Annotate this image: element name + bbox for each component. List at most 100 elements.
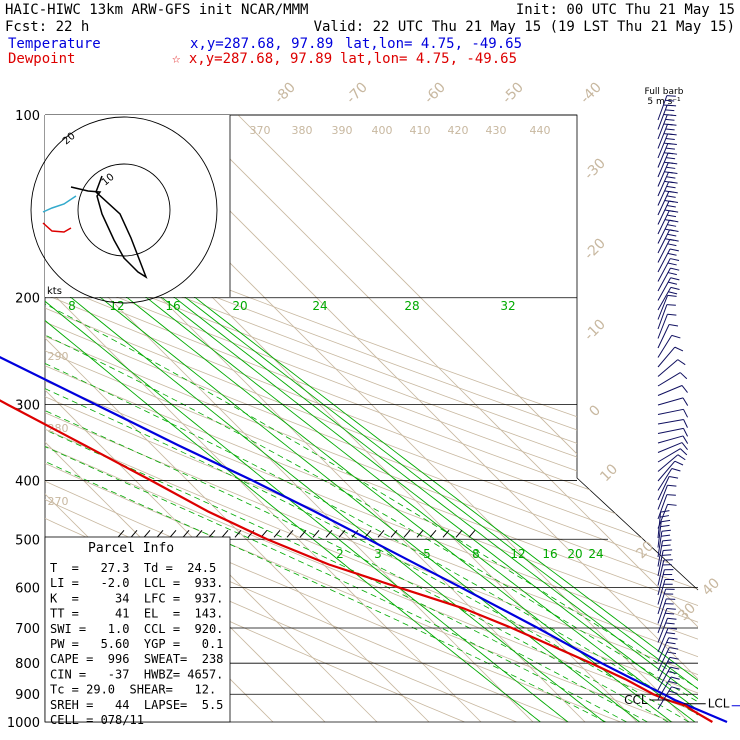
wind-barb-feather bbox=[668, 171, 678, 175]
wind-barb bbox=[657, 114, 668, 140]
pressure-label-100: 100 bbox=[15, 109, 40, 124]
wind-barb-feather bbox=[661, 529, 671, 532]
parcel-info-row: K = 34 LFC = 937. bbox=[50, 591, 223, 605]
wind-barb-feather bbox=[665, 109, 675, 112]
wind-barb-feather bbox=[669, 219, 679, 223]
wind-barb bbox=[657, 191, 670, 216]
dry-adiabat bbox=[45, 115, 698, 722]
isotherm-label: 40 bbox=[699, 575, 723, 599]
wind-barb-feather bbox=[666, 205, 676, 208]
wind-barb-feather bbox=[669, 248, 679, 252]
theta-label: 430 bbox=[486, 124, 507, 137]
wind-barb bbox=[657, 627, 669, 653]
mixing-ratio-label: 8 bbox=[68, 299, 76, 313]
theta-label: 270 bbox=[48, 495, 69, 508]
theta-label: 280 bbox=[48, 422, 69, 435]
isotherm-label: -80 bbox=[271, 79, 298, 106]
wind-barb-feather bbox=[668, 190, 678, 194]
wind-barb-feather bbox=[667, 114, 677, 117]
wind-barb-feather bbox=[668, 181, 678, 184]
wind-barb-feather bbox=[671, 686, 681, 690]
wind-barb-feather bbox=[666, 176, 676, 179]
wind-barb-feather bbox=[666, 608, 676, 610]
wind-barb-feather bbox=[667, 617, 677, 620]
hatch-mark bbox=[169, 529, 177, 538]
wind-barb-feather bbox=[667, 142, 677, 146]
wind-barb-feather bbox=[667, 224, 677, 227]
wind-barb bbox=[657, 210, 670, 235]
wind-barb bbox=[657, 531, 663, 558]
isotherm bbox=[0, 115, 13, 722]
wind-barb-feather bbox=[683, 428, 689, 437]
parcel-info-row: SWI = 1.0 CCL = 920. bbox=[50, 622, 223, 636]
hatch-mark bbox=[364, 529, 372, 538]
wind-barb bbox=[657, 219, 670, 244]
wind-barb bbox=[657, 287, 672, 311]
wind-barb-feather bbox=[671, 467, 681, 472]
wind-barb bbox=[657, 637, 670, 662]
pressure-label-500: 500 bbox=[15, 533, 40, 548]
mixing-ratio-label: 5 bbox=[423, 547, 431, 561]
lcl-label: LCL bbox=[708, 697, 730, 711]
isotherm bbox=[185, 115, 698, 722]
mixing-ratio-line bbox=[45, 269, 541, 722]
wind-barb-feather bbox=[668, 627, 678, 630]
wind-barb-feather bbox=[667, 214, 677, 218]
mixing-ratio-line bbox=[159, 269, 698, 722]
wind-barb-feather bbox=[677, 359, 686, 366]
mixing-ratio-label: 3 bbox=[374, 547, 382, 561]
wind-barb-feather bbox=[669, 229, 679, 232]
parcel-info-row: T = 27.3 Td = 24.5 bbox=[50, 561, 216, 575]
wind-barb-feather bbox=[668, 690, 678, 695]
wind-barb bbox=[657, 200, 670, 225]
wind-barb-feather bbox=[668, 200, 679, 203]
wind-barb bbox=[657, 372, 681, 387]
isotherm-label: 20 bbox=[633, 538, 657, 562]
wind-barb-feather bbox=[661, 534, 671, 537]
mixing-ratio-line bbox=[139, 269, 698, 722]
mixing-ratio-label: 20 bbox=[567, 547, 582, 561]
wind-barb-feather bbox=[670, 258, 680, 262]
wind-barb bbox=[657, 418, 684, 425]
header-forecast: Fcst: 22 h bbox=[5, 19, 89, 35]
wind-barb-feather bbox=[662, 539, 672, 542]
hatch-mark bbox=[351, 529, 359, 538]
dry-adiabat bbox=[45, 115, 621, 722]
wind-barb-feather bbox=[661, 519, 671, 523]
dewpoint-xy: ☆ x,y=287.68, 97.89 bbox=[172, 51, 332, 67]
wind-barb-feather bbox=[667, 671, 677, 675]
wind-barb-feather bbox=[668, 291, 678, 295]
legend-dewpoint: Dewpoint bbox=[8, 51, 75, 67]
wind-barb bbox=[657, 448, 681, 463]
hatch-mark bbox=[234, 529, 242, 538]
wind-barb bbox=[657, 485, 668, 510]
header-title: HAIC-HIWC 13km ARW-GFS init NCAR/MMM bbox=[5, 2, 308, 18]
parcel-info-row: CIN = -37 HWBZ= 4657. bbox=[50, 667, 223, 681]
theta-label: 400 bbox=[372, 124, 393, 137]
wind-barb-feather bbox=[668, 281, 678, 285]
pressure-label-200: 200 bbox=[15, 292, 40, 307]
wind-barb bbox=[657, 569, 665, 596]
hodograph-ring-inner bbox=[77, 163, 171, 257]
mixing-ratio-label: 20 bbox=[232, 299, 247, 313]
mixing-ratio-label: 12 bbox=[510, 547, 525, 561]
wind-barb bbox=[657, 686, 672, 710]
mixing-ratio-label: 24 bbox=[312, 299, 327, 313]
wind-barb bbox=[657, 397, 684, 406]
wind-barb bbox=[657, 229, 671, 254]
hatch-mark bbox=[156, 529, 164, 538]
theta-label: 420 bbox=[448, 124, 469, 137]
mixing-ratio-label: 12 bbox=[109, 299, 124, 313]
pressure-label-800: 800 bbox=[15, 657, 40, 672]
wind-barb bbox=[657, 359, 679, 377]
hatch-mark bbox=[117, 529, 125, 538]
wind-barb-feather bbox=[665, 138, 675, 141]
hatch-mark bbox=[143, 529, 151, 538]
wind-barb-feather bbox=[667, 503, 677, 506]
hatch-mark bbox=[403, 529, 411, 538]
mixing-ratio-label: 28 bbox=[404, 299, 419, 313]
wind-barb bbox=[657, 267, 671, 292]
dry-adiabat bbox=[45, 115, 698, 722]
